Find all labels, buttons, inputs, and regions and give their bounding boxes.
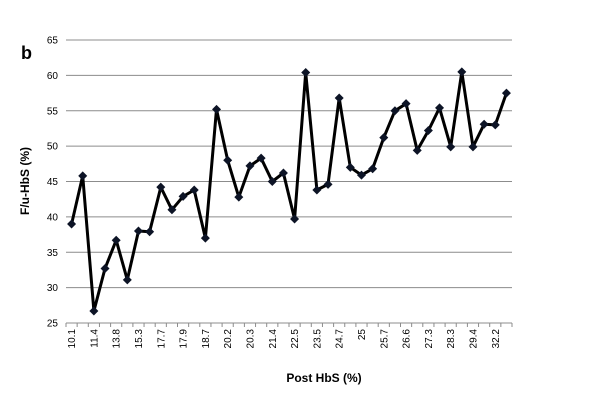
series-line [70,70,508,313]
data-point [501,88,511,98]
data-point [334,93,344,103]
data-point [457,67,467,77]
x-tick-label: 17.7 [156,329,167,349]
data-point [301,68,311,78]
data-point [323,179,333,189]
data-point [379,133,389,143]
data-point [446,142,456,152]
y-tick-label: 65 [47,36,59,47]
x-tick-label: 25.7 [379,329,390,349]
x-tick-label: 11.4 [89,329,100,348]
data-point [78,171,88,181]
data-point [223,155,233,165]
data-point [189,185,199,195]
data-point [345,162,355,172]
data-point [479,119,489,129]
data-point [122,275,132,285]
y-tick-label: 60 [47,71,59,82]
data-point [111,235,121,245]
data-point [145,227,155,237]
x-axis-title: Post HbS (%) [286,371,361,385]
x-tick-label: 20.3 [245,329,256,349]
y-tick-label: 55 [47,106,59,117]
y-tick-label: 35 [47,248,59,259]
data-point [178,191,188,201]
data-point [435,103,445,113]
x-tick-label: 24.7 [335,329,346,349]
data-point [245,161,255,171]
x-tick-label: 10.1 [67,329,78,349]
x-tick-label: 20.2 [223,329,234,349]
gridlines [66,39,512,289]
data-point [89,306,99,316]
y-tick-label: 50 [47,142,59,153]
y-tick-label: 30 [47,283,59,294]
data-point [401,99,411,109]
data-point [412,145,422,155]
x-tick-label: 15.3 [134,329,145,349]
x-tick-label: 13.8 [112,329,123,349]
x-tick-label: 25 [357,329,368,341]
panel-label: b [21,43,32,63]
x-tick-label: 21.4 [268,329,279,349]
series-markers [67,67,511,316]
data-point [234,192,244,202]
x-tick-label: 23.5 [312,329,323,349]
x-tick-label: 18.7 [201,329,212,349]
data-point [278,168,288,178]
x-tick-label: 28.3 [446,329,457,349]
x-tick-label: 26.6 [402,329,413,349]
x-tick-label: 22.5 [290,329,301,349]
data-point [256,153,266,163]
y-axis-ticks: 25 30 35 40 45 50 55 60 65 [47,36,59,330]
data-point [390,106,400,116]
data-point [290,214,300,224]
x-axis-ticks: 10.1 11.4 13.8 15.3 17.7 17.9 18.7 20.2 20.3 21.4… [65,323,513,349]
x-tick-label: 29.4 [468,329,479,349]
x-tick-label: 27.3 [424,329,435,349]
y-tick-label: 45 [47,177,59,188]
data-point [167,205,177,215]
x-tick-label: 17.9 [179,329,190,349]
x-tick-label: 32.2 [491,329,502,349]
data-point [156,182,166,192]
data-point [490,120,500,130]
y-tick-label: 40 [47,212,59,223]
y-tick-label: 25 [47,319,59,330]
data-point [468,142,478,152]
data-point [267,177,277,186]
data-point [67,219,77,229]
data-point [356,170,366,180]
data-point [312,185,322,195]
y-axis-title: F/u-HbS (%) [18,147,32,215]
data-point [423,126,433,136]
data-point [200,233,210,243]
data-point [100,264,110,274]
data-point [368,164,378,174]
data-point [212,104,222,114]
data-point [133,226,143,236]
